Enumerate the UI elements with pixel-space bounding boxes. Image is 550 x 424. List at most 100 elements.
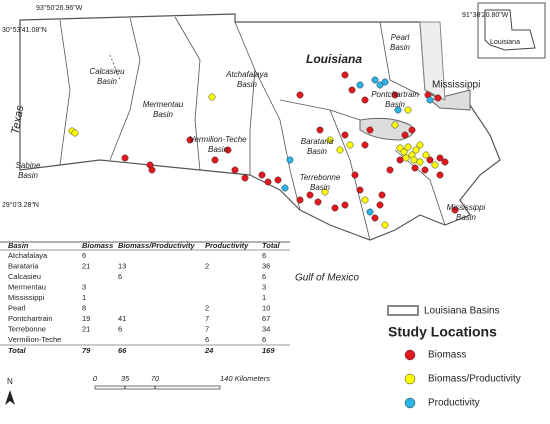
table-cell: 7 [205, 324, 209, 333]
basin-label: Vermilion-Teche [189, 135, 247, 144]
table-cell: 21 [82, 324, 90, 333]
study-location [381, 221, 389, 229]
study-location [331, 204, 339, 212]
legend-basins: Louisiana Basins [424, 306, 500, 317]
study-location [351, 171, 359, 179]
study-location [361, 196, 369, 204]
table-cell: 6 [118, 272, 122, 281]
study-location [436, 154, 444, 162]
basin-boundaries [59, 16, 446, 241]
study-location [356, 81, 364, 89]
table-total: Total [8, 346, 27, 355]
study-location [341, 131, 349, 139]
scale-label: 0 [93, 374, 98, 383]
study-location [410, 156, 418, 164]
scale-label: 70 [151, 374, 160, 383]
study-location [241, 174, 249, 182]
table-cell: 19 [82, 314, 90, 323]
study-location [186, 136, 194, 144]
coordinate-label: 93°50'26.96"W [36, 4, 83, 12]
study-location [366, 208, 374, 216]
study-location [416, 141, 424, 149]
legend-label: Biomass [428, 350, 466, 361]
study-location [412, 146, 420, 154]
study-location [296, 196, 304, 204]
basin-label: Mississippi [447, 203, 486, 212]
scale-label: 35 [121, 374, 130, 383]
basin-label: Basin [18, 171, 39, 180]
study-location [431, 161, 439, 169]
mississippi-state [419, 21, 446, 101]
basin-label: Basin [153, 110, 174, 119]
scale-bar [94, 385, 221, 390]
study-location [231, 166, 239, 174]
study-location [264, 178, 272, 186]
table-cell: Calcasieu [8, 272, 41, 281]
legend-swatch [404, 349, 416, 361]
study-location [211, 156, 219, 164]
study-location [426, 156, 434, 164]
table-cell: 2 [205, 303, 209, 312]
scale-label: 140 Kilometers [220, 374, 270, 383]
basin-label: Mermentau [143, 100, 184, 109]
study-location [441, 158, 449, 166]
study-location [341, 201, 349, 209]
study-location [121, 154, 129, 162]
basin-label: Basin [385, 100, 406, 109]
table-total: 24 [204, 346, 214, 355]
table-cell: 6 [205, 335, 209, 344]
study-location [451, 206, 459, 214]
study-location [401, 131, 409, 139]
table-cell: Vermilion-Teche [8, 335, 61, 344]
table-cell: Mississippi [8, 293, 45, 302]
table-cell: 1 [82, 293, 86, 302]
study-location [371, 76, 379, 84]
coordinate-label: 30°53'41.08"N [2, 26, 47, 34]
study-location [426, 96, 434, 104]
study-location [404, 106, 412, 114]
basin-label: Basin [237, 80, 258, 89]
study-location [402, 154, 410, 162]
study-location [396, 156, 404, 164]
coordinate-label: 29°0'3.28"N [2, 201, 39, 209]
table-cell: 6 [118, 324, 122, 333]
basin-label: Barataria [301, 137, 334, 146]
table-cell: 3 [82, 282, 86, 291]
legend-swatch [404, 397, 416, 409]
study-location [306, 191, 314, 199]
table-cell: 8 [82, 303, 86, 312]
inset-shape [484, 9, 536, 51]
study-location [376, 201, 384, 209]
study-location [258, 171, 266, 179]
table-cell: 36 [262, 261, 270, 270]
table-cell: Pearl [8, 303, 26, 312]
basin-label: Atchafalaya [225, 70, 268, 79]
table-cell: 6 [262, 272, 266, 281]
table-cell: 6 [262, 335, 266, 344]
table-cell: Mermentau [8, 282, 46, 291]
table-total: 79 [82, 346, 91, 355]
study-location [296, 91, 304, 99]
table-cell: 1 [262, 293, 266, 302]
table-header: Total [262, 241, 281, 250]
study-location [286, 156, 294, 164]
table-header: Biomass [82, 241, 113, 250]
study-location [386, 166, 394, 174]
study-location [348, 86, 356, 94]
table-cell: Barataria [8, 261, 39, 270]
table-cell: 2 [205, 261, 209, 270]
study-location [314, 198, 322, 206]
gulf-label: Gulf of Mexico [295, 273, 359, 284]
table-header: Productivity [205, 241, 249, 250]
basin-label: Basin [208, 145, 229, 154]
basin-label: Basin [310, 183, 331, 192]
study-location [274, 176, 282, 184]
basin-label: Basin [390, 43, 411, 52]
study-location [321, 188, 329, 196]
legend-title: Study Locations [388, 324, 497, 340]
study-location [316, 126, 324, 134]
study-location [361, 96, 369, 104]
study-location [391, 91, 399, 99]
study-location [224, 146, 232, 154]
table-header: Basin [8, 241, 29, 250]
